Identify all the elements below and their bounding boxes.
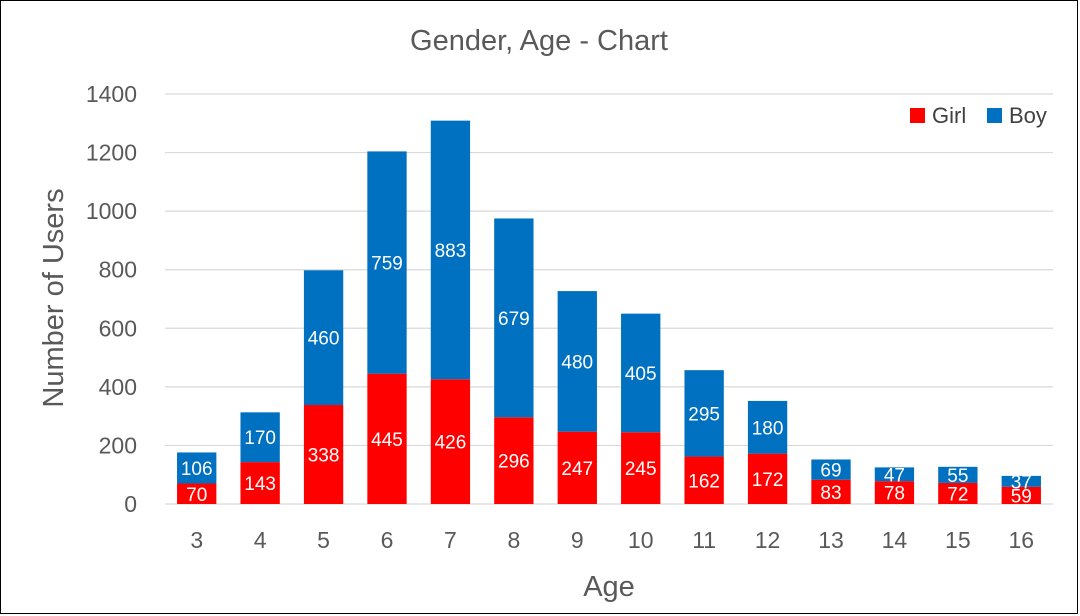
data-labels: 70 106 143 170 338 460 445 759 426 883 296 679 247 48…: [181, 241, 1032, 507]
data-label-girl-5: 338: [308, 446, 340, 467]
data-label-girl-12: 172: [752, 470, 784, 491]
data-label-girl-11: 162: [688, 471, 720, 492]
data-label-girl-16: 59: [1011, 486, 1032, 507]
data-label-boy-3: 106: [181, 459, 213, 480]
bar-boy-10: [621, 313, 661, 433]
x-tick-label-13: 13: [818, 527, 844, 553]
chart-title: Gender, Age - Chart: [410, 25, 668, 57]
x-tick-label-14: 14: [882, 527, 908, 553]
data-label-boy-14: 47: [884, 465, 905, 486]
x-tick-label-7: 7: [444, 527, 457, 553]
bar-boy-6: [367, 151, 407, 374]
bar-girl-12: [747, 453, 788, 504]
legend-label-boy: Boy: [1009, 103, 1047, 128]
y-tick-label: 0: [124, 491, 137, 517]
bar-girl-13: [811, 479, 851, 504]
y-tick-label: 400: [99, 374, 137, 400]
y-tick-label: 200: [99, 432, 137, 458]
bar-boy-9: [557, 291, 597, 432]
bar-boy-14: [874, 467, 915, 482]
y-tick-label: 1000: [86, 198, 137, 224]
data-label-boy-12: 180: [752, 418, 784, 439]
bar-boy-4: [240, 412, 280, 463]
bars: [177, 120, 1041, 504]
bar-boy-3: [177, 452, 217, 484]
data-label-girl-9: 247: [561, 459, 593, 480]
y-tick-label: 1400: [86, 81, 137, 107]
data-label-boy-6: 759: [371, 254, 403, 275]
data-label-boy-5: 460: [308, 329, 340, 350]
bar-boy-8: [494, 218, 534, 418]
x-tick-label-16: 16: [1008, 527, 1034, 553]
x-tick-label-9: 9: [571, 527, 584, 553]
bar-boy-5: [303, 270, 344, 406]
bar-girl-14: [874, 481, 915, 504]
bar-girl-9: [557, 431, 597, 504]
bar-boy-16: [1001, 475, 1041, 487]
y-axis-title: Number of Users: [38, 188, 70, 407]
y-tick-label: 800: [99, 257, 137, 283]
bar-girl-16: [1001, 486, 1041, 504]
x-tick-label-10: 10: [628, 527, 654, 553]
x-tick-label-15: 15: [945, 527, 971, 553]
data-label-girl-15: 72: [947, 484, 968, 505]
data-label-boy-9: 480: [561, 352, 593, 373]
bar-girl-6: [367, 373, 407, 504]
bar-girl-15: [938, 482, 978, 504]
data-label-boy-16: 37: [1011, 472, 1032, 493]
data-label-boy-13: 69: [820, 461, 841, 482]
x-tick-label-3: 3: [190, 527, 203, 553]
gridlines: [165, 93, 1053, 505]
legend-label-girl: Girl: [932, 103, 966, 128]
x-tick-label-5: 5: [317, 527, 330, 553]
data-label-girl-6: 445: [371, 430, 403, 451]
x-axis-ticks: 3 4 5 6 7 8 9 10 11 12 13 14 15 16: [190, 527, 1034, 553]
bar-girl-3: [177, 483, 217, 504]
data-label-boy-15: 55: [947, 466, 968, 487]
data-label-boy-8: 679: [498, 309, 530, 330]
x-tick-label-6: 6: [381, 527, 394, 553]
bar-girl-11: [684, 456, 724, 504]
data-label-girl-8: 296: [498, 452, 530, 473]
data-label-boy-10: 405: [625, 364, 657, 385]
bar-girl-8: [494, 417, 534, 504]
legend: Girl Boy: [910, 103, 1047, 128]
data-label-boy-7: 883: [435, 241, 467, 262]
data-label-girl-10: 245: [625, 459, 657, 480]
bar-boy-13: [811, 459, 851, 480]
data-label-boy-11: 295: [688, 404, 720, 425]
data-label-girl-13: 83: [820, 483, 841, 504]
bar-girl-10: [621, 432, 661, 504]
bar-boy-15: [938, 466, 978, 483]
bar-girl-4: [240, 462, 280, 504]
bar-boy-7: [430, 120, 471, 380]
legend-swatch-boy: [987, 108, 1002, 123]
data-label-girl-4: 143: [244, 474, 276, 495]
y-tick-label: 600: [99, 315, 137, 341]
bar-boy-11: [684, 370, 724, 457]
x-tick-label-4: 4: [254, 527, 267, 553]
y-axis-ticks: 0 200 400 600 800 1000 1200 1400: [86, 81, 137, 517]
x-tick-label-11: 11: [692, 527, 716, 553]
data-label-girl-14: 78: [884, 484, 905, 505]
data-label-boy-4: 170: [244, 428, 276, 449]
data-label-girl-7: 426: [435, 433, 467, 454]
x-tick-label-12: 12: [755, 527, 781, 553]
x-axis-title: Age: [583, 571, 635, 603]
bar-girl-5: [303, 405, 344, 504]
bar-boy-12: [747, 400, 788, 454]
legend-swatch-girl: [910, 108, 925, 123]
y-tick-label: 1200: [86, 140, 137, 166]
x-tick-label-8: 8: [507, 527, 520, 553]
data-label-girl-3: 70: [186, 485, 207, 506]
bar-girl-7: [430, 379, 471, 504]
